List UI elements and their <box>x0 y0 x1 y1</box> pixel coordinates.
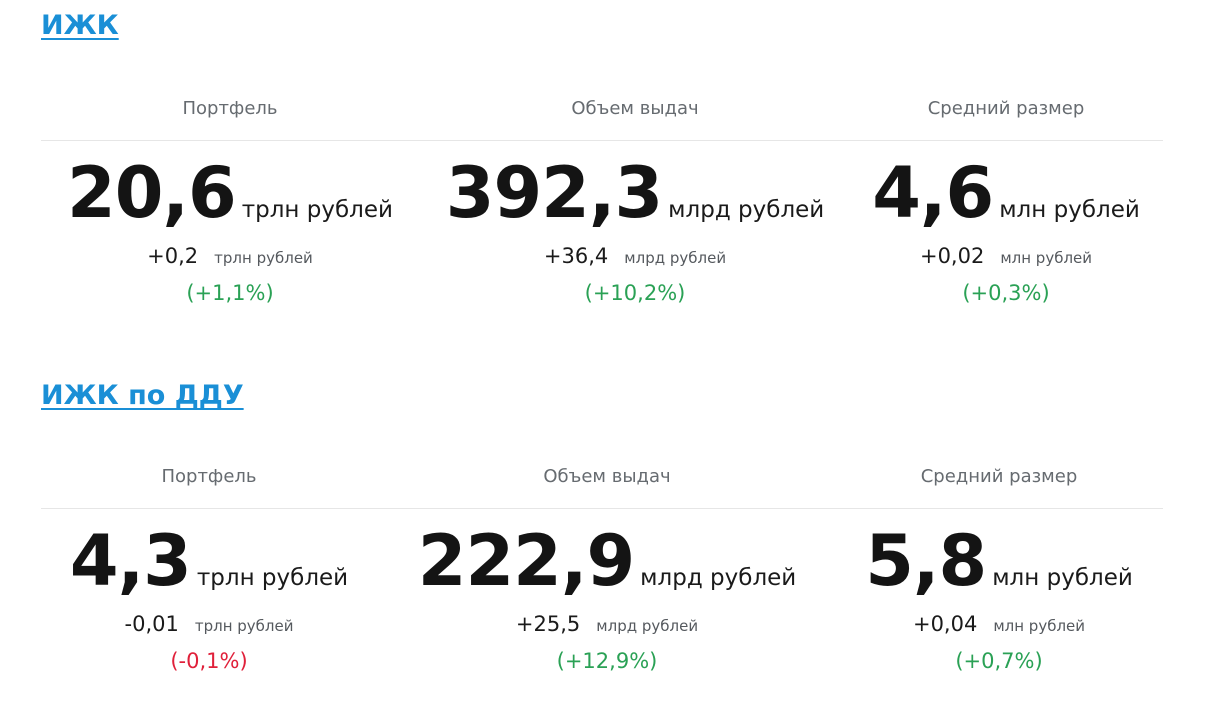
metric-percent-change: (+0,3%) <box>962 281 1050 305</box>
metric-average-size: 5,8 млн рублей +0,04 млн рублей (+0,7%) <box>865 526 1133 672</box>
metrics-header-row: Портфель Объем выдач Средний размер <box>41 468 1163 509</box>
metric-delta: +0,04 <box>912 612 978 636</box>
metric-unit: трлн рублей <box>196 565 349 591</box>
metric-portfolio: 20,6 трлн рублей +0,2 трлн рублей (+1,1%… <box>67 158 393 304</box>
section-title-link[interactable]: ИЖК <box>41 10 119 41</box>
metric-value-line: 20,6 трлн рублей <box>67 158 393 228</box>
metric-value-line: 5,8 млн рублей <box>865 526 1133 596</box>
column-header-average-size: Средний размер <box>920 466 1078 487</box>
metrics-header-row: Портфель Объем выдач Средний размер <box>41 100 1163 141</box>
metric-value: 20,6 <box>67 152 237 234</box>
metric-value: 392,3 <box>445 152 663 234</box>
metric-issuance: 392,3 млрд рублей +36,4 млрд рублей (+10… <box>446 158 824 304</box>
metric-value: 5,8 <box>865 520 987 602</box>
metric-unit: млн рублей <box>992 565 1133 591</box>
metric-value-line: 4,3 трлн рублей <box>70 526 348 596</box>
metric-percent-change: (+12,9%) <box>556 649 658 673</box>
metric-value: 4,3 <box>69 520 192 602</box>
metric-percent-change: (+10,2%) <box>584 281 686 305</box>
metric-unit: трлн рублей <box>241 197 393 223</box>
column-header-average-size: Средний размер <box>927 98 1085 119</box>
metric-delta: +0,2 <box>147 244 199 268</box>
metric-delta-line: +25,5 млрд рублей <box>418 614 796 635</box>
metric-percent-change: (+0,7%) <box>955 649 1043 673</box>
metric-delta: +36,4 <box>543 244 609 268</box>
metric-value: 4,6 <box>872 152 994 234</box>
metric-percent-change: (+1,1%) <box>186 281 274 305</box>
metric-delta-unit: млн рублей <box>1000 249 1093 267</box>
metric-average-size: 4,6 млн рублей +0,02 млн рублей (+0,3%) <box>872 158 1140 304</box>
metric-percent-change: (-0,1%) <box>170 649 248 673</box>
metric-value: 222,9 <box>417 520 635 602</box>
metric-delta-unit: трлн рублей <box>194 617 294 635</box>
metric-unit: млрд рублей <box>640 565 797 591</box>
metric-delta-line: +0,02 млн рублей <box>872 246 1140 267</box>
metric-delta-line: +36,4 млрд рублей <box>446 246 824 267</box>
column-header-issuance: Объем выдач <box>543 466 671 487</box>
metric-value-line: 392,3 млрд рублей <box>446 158 824 228</box>
metric-delta-line: +0,2 трлн рублей <box>67 246 393 267</box>
metric-delta: -0,01 <box>124 612 179 636</box>
metric-delta-unit: млн рублей <box>993 617 1086 635</box>
column-header-portfolio: Портфель <box>161 466 257 487</box>
metric-issuance: 222,9 млрд рублей +25,5 млрд рублей (+12… <box>418 526 796 672</box>
column-header-portfolio: Портфель <box>182 98 278 119</box>
metric-delta-unit: трлн рублей <box>214 249 313 267</box>
metric-value-line: 4,6 млн рублей <box>872 158 1140 228</box>
metric-portfolio: 4,3 трлн рублей -0,01 трлн рублей (-0,1%… <box>70 526 348 672</box>
metric-delta-line: +0,04 млн рублей <box>865 614 1133 635</box>
metric-delta-unit: млрд рублей <box>624 249 727 267</box>
section-title-link[interactable]: ИЖК по ДДУ <box>41 380 244 411</box>
metric-unit: млрд рублей <box>668 197 825 223</box>
metric-delta: +0,02 <box>919 244 985 268</box>
metric-unit: млн рублей <box>999 197 1140 223</box>
metric-delta: +25,5 <box>515 612 581 636</box>
metric-delta-line: -0,01 трлн рублей <box>70 614 348 635</box>
column-header-issuance: Объем выдач <box>571 98 699 119</box>
metric-delta-unit: млрд рублей <box>596 617 699 635</box>
metric-value-line: 222,9 млрд рублей <box>418 526 796 596</box>
